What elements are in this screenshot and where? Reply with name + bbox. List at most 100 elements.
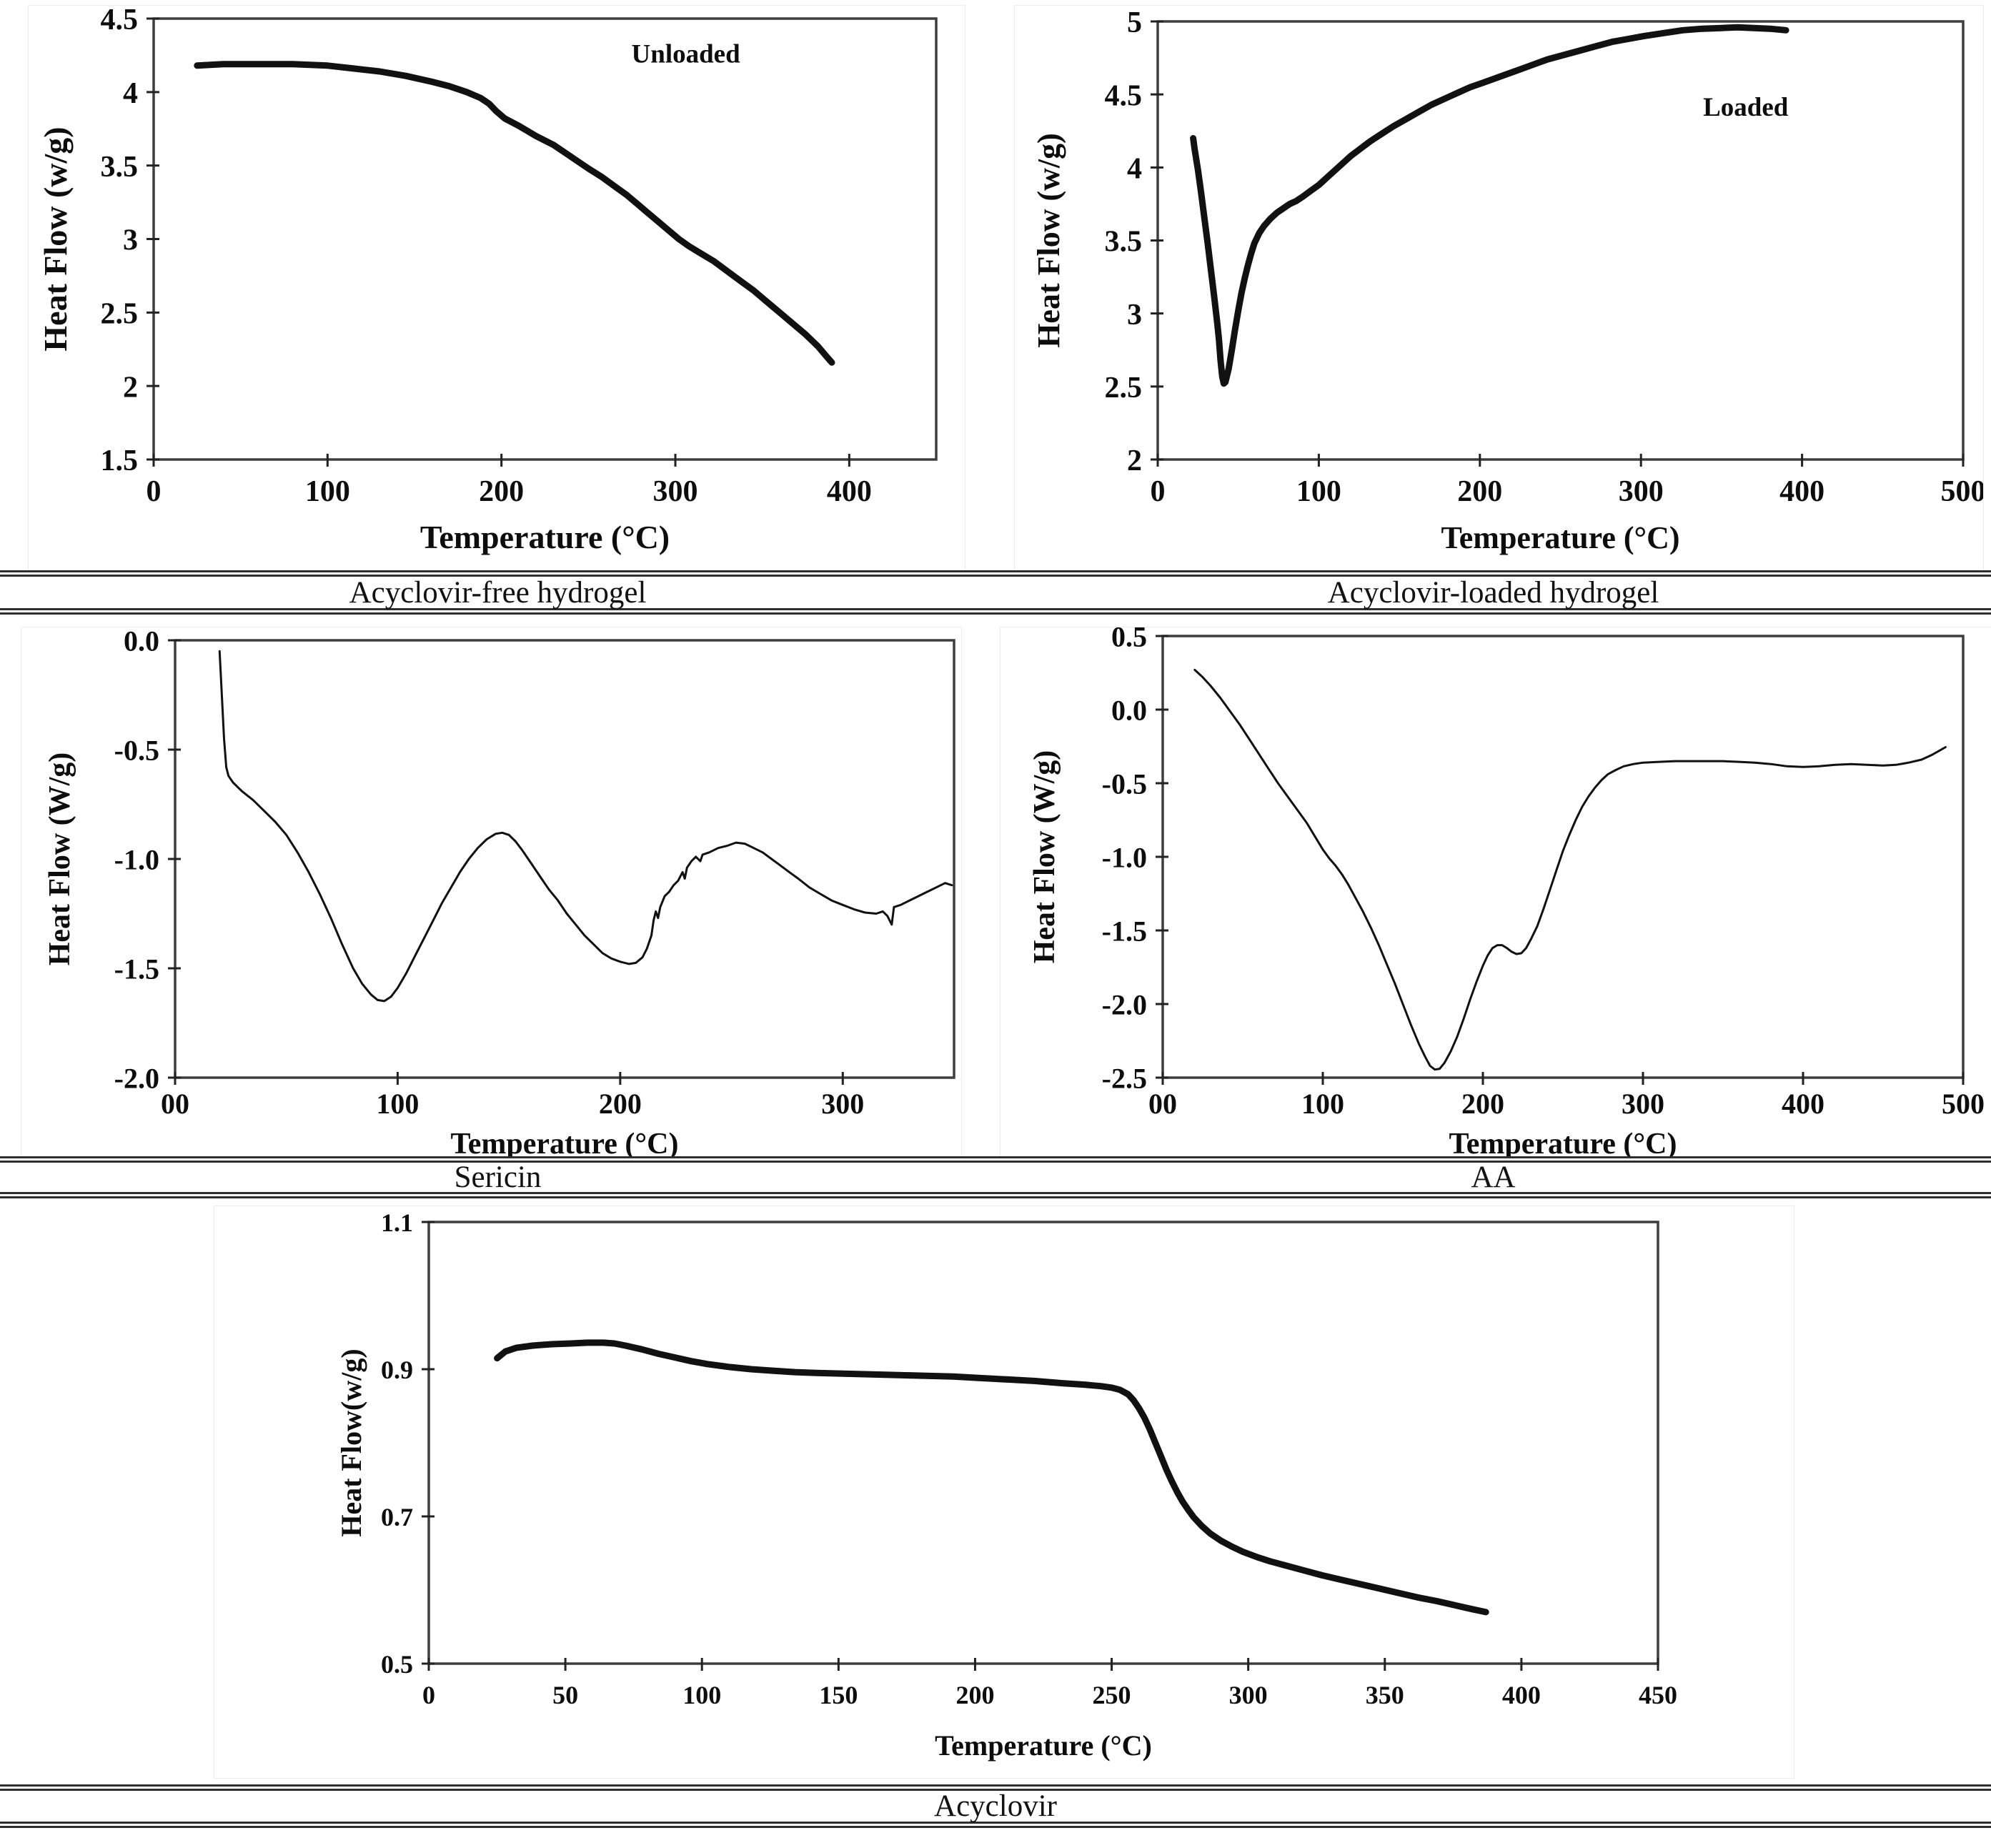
loaded-thermogram-canvas: 5 4.5 4 3.5 3 2.5 20 100 200 300 400 500 Temperature… <box>1031 6 1984 555</box>
x-tick-label: 500 <box>1941 475 1984 508</box>
y-tick-label: -2.0 <box>1102 988 1147 1020</box>
y-tick-label: 3.5 <box>1105 226 1143 259</box>
y-axis-title: Heat Flow(w/g) <box>335 1348 367 1536</box>
y-tick-label: 2 <box>123 371 138 404</box>
y-tick-label: 1.1 <box>381 1208 413 1237</box>
caption-acyclovir: Acyclovir <box>934 1789 1057 1823</box>
y-tick-label: 0.0 <box>1111 694 1147 726</box>
y-axis-title: Heat Flow (W/g) <box>44 752 76 966</box>
y-tick-label: 4 <box>1127 152 1142 185</box>
caption-band-row2: Sericin AA <box>0 1156 1991 1198</box>
x-axis-title: Temperature (°C) <box>451 1128 679 1156</box>
y-tick-label: 2 <box>1127 444 1142 477</box>
x-tick-label: 300 <box>1622 1088 1664 1120</box>
x-tick-label: 200 <box>1457 475 1502 508</box>
plot-box <box>1161 635 1965 1079</box>
y-tick-label: 3.5 <box>101 151 139 184</box>
x-tick-label: 300 <box>1619 475 1664 508</box>
y-tick-label: -0.5 <box>114 734 159 766</box>
x-tick-label: 250 <box>1093 1681 1131 1709</box>
x-tick-label: 100 <box>1301 1088 1344 1120</box>
y-axis-title: Heat Flow (w/g) <box>37 126 74 351</box>
y-tick-label: 4.5 <box>101 6 139 36</box>
dsc-curve <box>1190 24 1789 387</box>
x-tick-label: 100 <box>305 475 350 508</box>
x-tick-label: 300 <box>1229 1681 1268 1709</box>
y-tick-label: 4.5 <box>1105 79 1143 112</box>
y-tick-label: -1.0 <box>114 843 159 875</box>
x-tick-label: 100 <box>376 1088 419 1120</box>
y-tick-label: -2.5 <box>1102 1062 1147 1094</box>
aa-thermogram-canvas: 0.5 0.0 -0.5 -1.0 -1.5 -2.0 -2.500 100 200 300 400… <box>1028 627 1985 1156</box>
dsc-curve <box>194 61 835 366</box>
y-tick-label: 0.5 <box>381 1650 413 1679</box>
y-tick-label: -2.0 <box>114 1062 159 1094</box>
plot-box <box>1156 20 1965 461</box>
unloaded-thermogram-canvas: 4.5 4 3.5 3 2.5 2 1.50 100 200 300 400 Temperature … <box>37 6 938 555</box>
dsc-curve <box>494 1339 1489 1616</box>
series-annotation-label: Loaded <box>1703 93 1789 122</box>
caption-acyclovir-loaded-hydrogel: Acyclovir-loaded hydrogel <box>1327 575 1659 610</box>
x-tick-label: 50 <box>552 1681 578 1709</box>
x-tick-label: 200 <box>1461 1088 1504 1120</box>
acyclovir-thermogram-canvas: 1.1 0.9 0.7 0.5 0 50 100 150 200 250 300 350 400 450 T… <box>335 1208 1677 1762</box>
caption-sericin: Sericin <box>454 1161 542 1194</box>
x-tick-label: 100 <box>1296 475 1341 508</box>
y-tick-label: 0.0 <box>124 627 159 657</box>
chart-acyclovir-free-hydrogel: 4.5 4 3.5 3 2.5 2 1.5 0 100 200 300 400 Temperature … <box>28 5 965 571</box>
x-tick-label: 450 <box>1639 1681 1677 1709</box>
y-axis-title: Heat Flow (W/g) <box>1028 750 1061 964</box>
x-tick-label: 0 <box>147 475 162 508</box>
dsc-curve <box>1193 668 1947 1071</box>
sericin-thermogram-canvas: 0.0 -0.5 -1.0 -1.5 -2.000 100 200 300 Temperatur… <box>44 627 955 1156</box>
y-tick-label: 1.5 <box>101 444 139 477</box>
x-tick-label: 200 <box>479 475 524 508</box>
x-tick-label: 400 <box>1779 475 1824 508</box>
x-tick-label: 00 <box>161 1088 189 1120</box>
y-tick-label: 2.5 <box>101 297 139 330</box>
y-tick-label: -1.5 <box>114 953 159 985</box>
chart-acyclovir-loaded-hydrogel: 5 4.5 4 3.5 3 2.5 2 0 100 200 300 400 500 Temperature… <box>1014 5 1984 571</box>
x-axis-title: Temperature (°C) <box>1441 520 1679 555</box>
plot-box <box>174 639 955 1079</box>
x-tick-label: 400 <box>1782 1088 1824 1120</box>
x-axis-title: Temperature (°C) <box>420 519 670 555</box>
dsc-curve <box>218 650 953 1003</box>
y-tick-label: 5 <box>1127 6 1142 39</box>
y-tick-label: 0.5 <box>1111 627 1147 652</box>
plot-box <box>152 17 938 461</box>
x-tick-label: 200 <box>599 1088 642 1120</box>
x-tick-label: 400 <box>1502 1681 1541 1709</box>
y-tick-label: 3 <box>1127 299 1142 332</box>
caption-band-row3: Acyclovir <box>0 1784 1991 1828</box>
x-tick-label: 300 <box>653 475 698 508</box>
chart-sericin: 0.0 -0.5 -1.0 -1.5 -2.0 00 100 200 300 Temperatur… <box>21 627 962 1157</box>
caption-aa: AA <box>1471 1161 1516 1194</box>
x-tick-label: 300 <box>821 1088 864 1120</box>
x-tick-label: 100 <box>682 1681 721 1709</box>
caption-acyclovir-free-hydrogel: Acyclovir-free hydrogel <box>349 575 647 610</box>
y-tick-label: 0.9 <box>381 1356 413 1384</box>
y-tick-label: -0.5 <box>1102 767 1147 800</box>
plot-box <box>427 1221 1659 1665</box>
chart-aa: 0.5 0.0 -0.5 -1.0 -1.5 -2.0 -2.5 00 100 200 300 400… <box>1000 627 1991 1157</box>
x-tick-label: 400 <box>827 475 872 508</box>
x-tick-label: 0 <box>422 1681 435 1709</box>
x-tick-label: 200 <box>955 1681 994 1709</box>
chart-acyclovir: 1.1 0.9 0.7 0.5 0 50 100 150 200 250 300 350 400 450 T… <box>214 1206 1794 1779</box>
series-annotation-label: Unloaded <box>632 40 741 69</box>
y-axis-title: Heat Flow (w/g) <box>1031 133 1066 348</box>
caption-band-row1: Acyclovir-free hydrogel Acyclovir-loaded… <box>0 570 1991 615</box>
x-axis-title: Temperature (°C) <box>935 1729 1152 1762</box>
x-axis-title: Temperature (°C) <box>1449 1128 1677 1156</box>
y-tick-label: -1.0 <box>1102 841 1147 873</box>
x-tick-label: 0 <box>1151 475 1166 508</box>
y-tick-label: 4 <box>123 77 138 110</box>
y-tick-label: 0.7 <box>381 1503 413 1531</box>
y-tick-label: -1.5 <box>1102 915 1147 947</box>
y-tick-label: 2.5 <box>1105 372 1143 404</box>
x-tick-label: 150 <box>819 1681 858 1709</box>
x-tick-label: 350 <box>1366 1681 1404 1709</box>
x-tick-label: 500 <box>1942 1088 1985 1120</box>
y-tick-label: 3 <box>123 224 138 257</box>
